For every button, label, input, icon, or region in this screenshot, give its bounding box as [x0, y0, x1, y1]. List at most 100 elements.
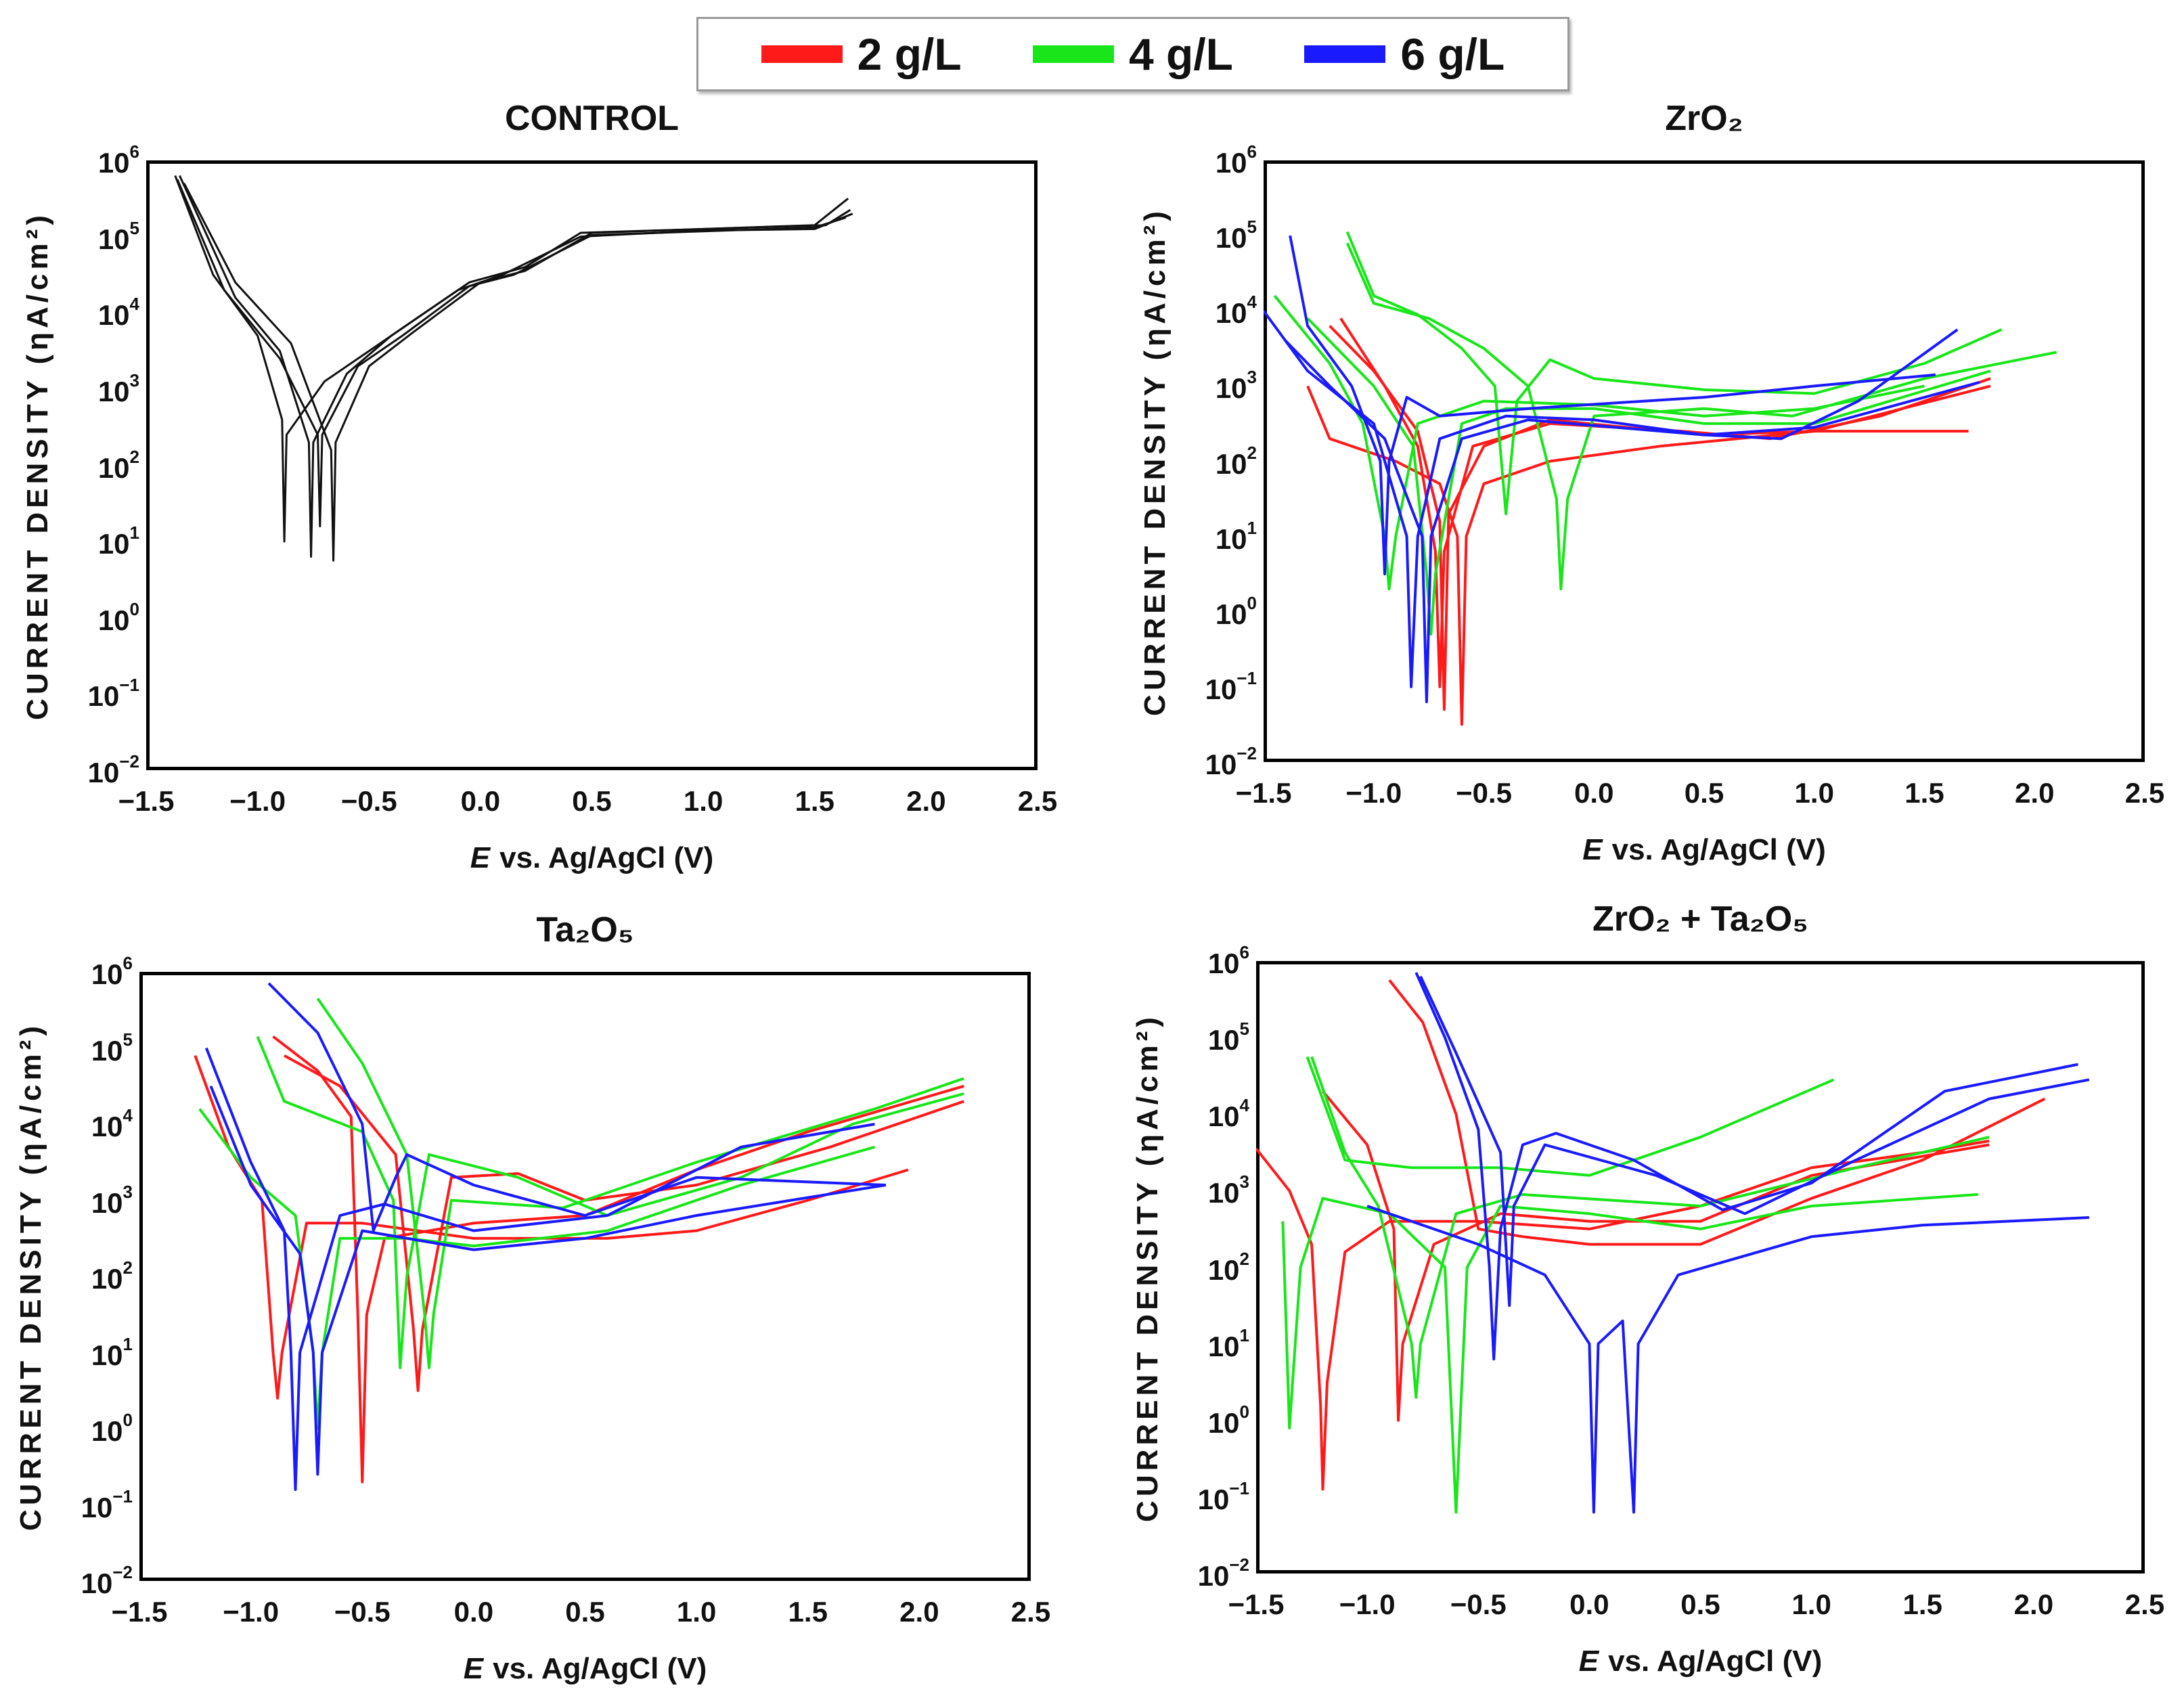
x-tick-label: −1.5	[111, 1596, 168, 1628]
series-line-2-g-l	[284, 1054, 964, 1392]
x-tick-label: 1.0	[676, 1596, 717, 1628]
legend-swatch-blue	[1304, 45, 1386, 63]
y-tick-label: 105	[1215, 217, 1257, 254]
x-axis-label-text: vs. Ag/AgCl (V)	[1608, 1645, 1823, 1678]
x-tick-label: −0.5	[334, 1596, 391, 1628]
y-tick-exponent: 0	[1239, 1401, 1249, 1422]
y-tick-exponent: 0	[122, 1410, 133, 1430]
y-tick-exponent: 5	[1247, 217, 1257, 238]
x-axis-label-text: vs. Ag/AgCl (V)	[1611, 833, 1826, 866]
x-tick-label: 2.0	[2015, 777, 2055, 809]
x-tick-label: 2.5	[1010, 1596, 1051, 1628]
plot-area	[146, 160, 1038, 770]
legend-item-4gl: 4 g/L	[1032, 28, 1233, 80]
y-tick-exponent: 5	[122, 1029, 133, 1050]
x-tick-label: 1.0	[683, 785, 723, 817]
y-tick-label: 10−1	[87, 675, 139, 713]
legend-label: 4 g/L	[1128, 29, 1233, 79]
x-tick-label: −0.5	[340, 785, 397, 817]
y-tick-label: 101	[91, 1333, 133, 1371]
y-axis-label: CURRENT DENSITY (ηA/cm²)	[1138, 206, 1172, 716]
y-tick-exponent: 2	[122, 1257, 133, 1278]
legend: 2 g/L 4 g/L 6 g/L	[696, 17, 1569, 91]
y-tick-exponent: 6	[129, 141, 139, 162]
x-tick-label: 0.0	[460, 785, 501, 817]
y-tick-label: 103	[1207, 1171, 1249, 1209]
x-tick-label: −1.0	[1339, 1588, 1396, 1620]
series-line-6-g-l	[267, 982, 887, 1232]
x-tick-label: 1.5	[1902, 1588, 1942, 1620]
series-line-2-g-l	[1256, 1139, 1990, 1491]
series-line-6-g-l	[1414, 972, 2078, 1361]
chart-title: ZrO₂ + Ta₂O₅	[1592, 899, 1809, 939]
y-tick-exponent: −1	[112, 1486, 133, 1507]
y-tick-exponent: 3	[1247, 367, 1257, 388]
x-tick-label: 1.5	[795, 785, 834, 817]
x-tick-label: 1.5	[788, 1596, 828, 1628]
y-tick-label: 104	[1207, 1095, 1249, 1133]
y-axis-label: CURRENT DENSITY (ηA/cm²)	[14, 1022, 47, 1531]
y-tick-label: 105	[91, 1029, 133, 1067]
y-tick-label: 106	[1207, 942, 1249, 979]
y-tick-label: 10−1	[81, 1486, 133, 1523]
y-tick-exponent: 5	[129, 217, 139, 238]
y-axis-label: CURRENT DENSITY (ηA/cm²)	[21, 210, 54, 720]
y-tick-exponent: 4	[129, 294, 139, 315]
y-tick-label: 102	[91, 1257, 133, 1295]
x-tick-label: 1.0	[1791, 1588, 1831, 1620]
y-tick-exponent: 1	[129, 522, 139, 543]
x-tick-label: 2.0	[906, 785, 946, 817]
y-tick-exponent: 2	[129, 446, 139, 467]
y-tick-label: 10−2	[87, 751, 139, 788]
chart-title: CONTROL	[504, 99, 679, 138]
series-line-2-g-l	[1321, 1090, 1990, 1422]
series-line-4-g-l	[1345, 231, 2003, 516]
series-line-4-g-l	[1306, 317, 1991, 636]
y-tick-label: 100	[1207, 1401, 1249, 1439]
y-tick-label: 104	[97, 294, 139, 332]
y-tick-exponent: 4	[1247, 292, 1257, 313]
x-tick-label: 0.5	[565, 1596, 605, 1628]
x-tick-label: 2.5	[2124, 777, 2165, 809]
y-tick-exponent: −2	[1236, 743, 1257, 763]
y-tick-label: 106	[91, 953, 133, 990]
y-tick-exponent: −2	[1229, 1555, 1249, 1575]
x-tick-label: 0.5	[1680, 1588, 1720, 1620]
x-axis-label-text: vs. Ag/AgCl (V)	[493, 1652, 707, 1685]
y-tick-exponent: 1	[122, 1333, 133, 1354]
y-tick-exponent: −2	[112, 1562, 133, 1582]
y-tick-exponent: 3	[1239, 1171, 1249, 1192]
x-tick-label: −1.5	[1235, 777, 1292, 809]
y-tick-label: 104	[1215, 292, 1257, 330]
series-line-6-g-l	[1419, 975, 2090, 1308]
series-line-4-g-l	[1345, 242, 2057, 591]
y-tick-label: 101	[1215, 517, 1257, 555]
x-tick-label: −1.5	[1228, 1588, 1285, 1620]
series-line-6-g-l	[204, 1047, 875, 1491]
x-tick-label: 0.0	[1569, 1588, 1609, 1620]
y-tick-label: 101	[97, 522, 139, 560]
plot-svg	[1264, 231, 2057, 726]
x-tick-label: 0.5	[1684, 777, 1724, 809]
y-tick-label: 10−2	[1197, 1555, 1249, 1592]
legend-item-2gl: 2 g/L	[761, 28, 962, 80]
chart-title: ZrO₂	[1665, 99, 1743, 138]
y-tick-exponent: 0	[1247, 592, 1257, 613]
series-line-2-g-l	[1388, 979, 2046, 1246]
chart-title: Ta₂O₅	[536, 910, 634, 950]
y-tick-label: 102	[1207, 1248, 1249, 1286]
y-tick-exponent: −2	[119, 751, 139, 772]
x-tick-label: 0.0	[453, 1596, 494, 1628]
y-tick-exponent: 3	[122, 1181, 133, 1202]
y-tick-exponent: 2	[1239, 1248, 1249, 1269]
x-tick-label: 0.5	[572, 785, 612, 817]
series-line-6-g-l	[1285, 340, 1980, 704]
x-axis-variable: E	[463, 1652, 484, 1685]
plot-svg	[194, 982, 964, 1491]
y-tick-label: 100	[97, 598, 139, 636]
